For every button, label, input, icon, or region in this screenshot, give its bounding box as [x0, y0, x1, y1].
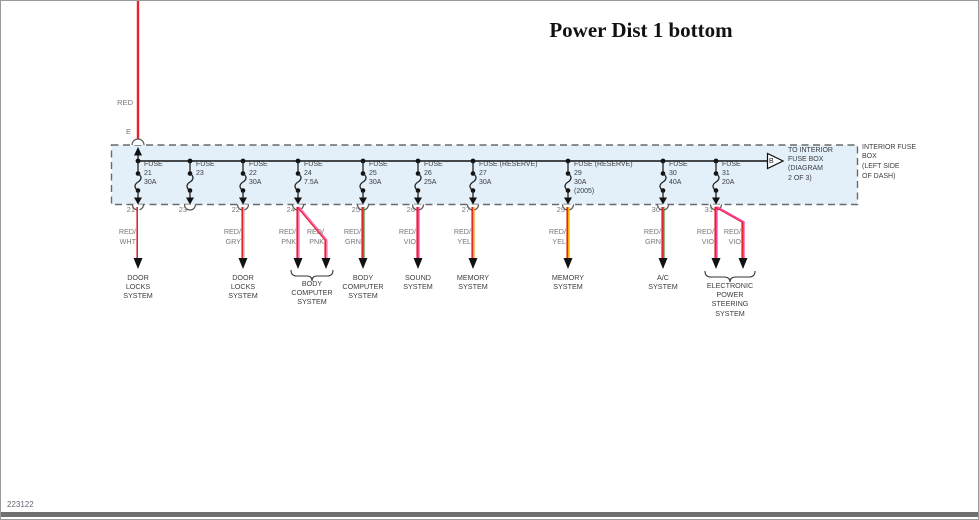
fuse-label-21: FUSE 21 30A — [144, 160, 163, 186]
pin-number-27: 27 — [461, 205, 470, 214]
fuse-label-30: FUSE 30 40A — [669, 160, 688, 186]
wire-pin29 — [563, 207, 573, 269]
system-label-ac: A/C SYSTEM — [648, 272, 678, 291]
to-interior-fuse-box-label: TO INTERIOR FUSE BOX (DIAGRAM 2 OF 3) — [788, 146, 833, 182]
pin-number-22: 22 — [231, 205, 240, 214]
pin-number-25: 25 — [351, 205, 360, 214]
wire-label-30: RED/ GRN — [643, 227, 661, 246]
wire-label-25: RED/ GRN — [343, 227, 361, 246]
page-title: Power Dist 1 bottom — [549, 18, 733, 42]
brace-pin31 — [704, 270, 756, 283]
wire-label-27: RED/ YEL — [453, 227, 471, 246]
window-bottom-edge — [1, 512, 978, 517]
wire-pin31-b — [715, 206, 748, 269]
system-label-door-locks-2: DOOR LOCKS SYSTEM — [228, 272, 258, 301]
fuse-label-25: FUSE 25 30A — [369, 160, 388, 186]
wire-label-21: RED/ WHT — [118, 227, 136, 246]
fuse-label-23: FUSE 23 — [196, 160, 215, 177]
system-label-sound: SOUND SYSTEM — [403, 272, 433, 291]
wire-pin26 — [413, 207, 423, 269]
wire-pin22 — [238, 207, 248, 269]
pin-number-30: 30 — [651, 205, 660, 214]
system-label-memory-2: MEMORY SYSTEM — [551, 272, 585, 291]
system-label-body-computer-1: BODY COMPUTER SYSTEM — [291, 278, 333, 307]
fuse-label-31: FUSE 31 20A — [722, 160, 741, 186]
fuse-label-29: FUSE (RESERVE) 29 30A (2005) — [574, 160, 633, 196]
system-label-eps: ELECTRONIC POWER STEERING SYSTEM — [706, 280, 754, 318]
wire-label-24a: RED/ PNK — [278, 227, 296, 246]
system-label-body-computer-2: BODY COMPUTER SYSTEM — [342, 272, 384, 301]
pin-number-24: 24 — [286, 205, 295, 214]
pin-number-29: 29 — [556, 205, 565, 214]
connector-b-letter: B — [769, 157, 774, 165]
wire-pin24-b — [296, 206, 331, 269]
wire-pin24-a — [293, 207, 303, 269]
wire-pin27 — [468, 207, 478, 269]
pin-number-31: 31 — [704, 205, 713, 214]
fuse-label-22: FUSE 22 30A — [249, 160, 268, 186]
feed-pin-label: E — [125, 127, 131, 136]
wire-label-31a: RED/ VIO — [696, 227, 714, 246]
connector-b-triangle — [766, 152, 785, 170]
system-label-memory-1: MEMORY SYSTEM — [456, 272, 490, 291]
pin-number-21: 21 — [126, 205, 135, 214]
wire-pin21 — [133, 207, 143, 269]
wire-pin25 — [358, 207, 368, 269]
brace-pin24 — [290, 269, 334, 282]
wire-pin31-a — [711, 207, 721, 269]
interior-fuse-box-name: INTERIOR FUSE BOX (LEFT SIDE OF DASH) — [862, 143, 917, 180]
interior-fuse-box-outline — [110, 144, 859, 206]
wire-label-26: RED/ VIO — [398, 227, 416, 246]
feed-wire — [131, 1, 145, 161]
wire-label-29: RED/ YEL — [548, 227, 566, 246]
document-number: 223122 — [7, 500, 34, 509]
wire-label-31b: RED/ VIO — [723, 227, 741, 246]
system-label-door-locks-1: DOOR LOCKS SYSTEM — [123, 272, 153, 301]
pin-number-26: 26 — [406, 205, 415, 214]
wire-label-24b: RED/ PNK — [306, 227, 324, 246]
wire-label-22: RED/ GRY — [223, 227, 241, 246]
fuse-label-27: FUSE (RESERVE) 27 30A — [479, 160, 538, 186]
pin-number-23: 23 — [178, 205, 187, 214]
feed-wire-color-label: RED — [117, 98, 133, 107]
wire-pin30 — [658, 207, 668, 269]
fuse-label-26: FUSE 26 25A — [424, 160, 443, 186]
fuse-label-24: FUSE 24 7.5A — [304, 160, 323, 186]
